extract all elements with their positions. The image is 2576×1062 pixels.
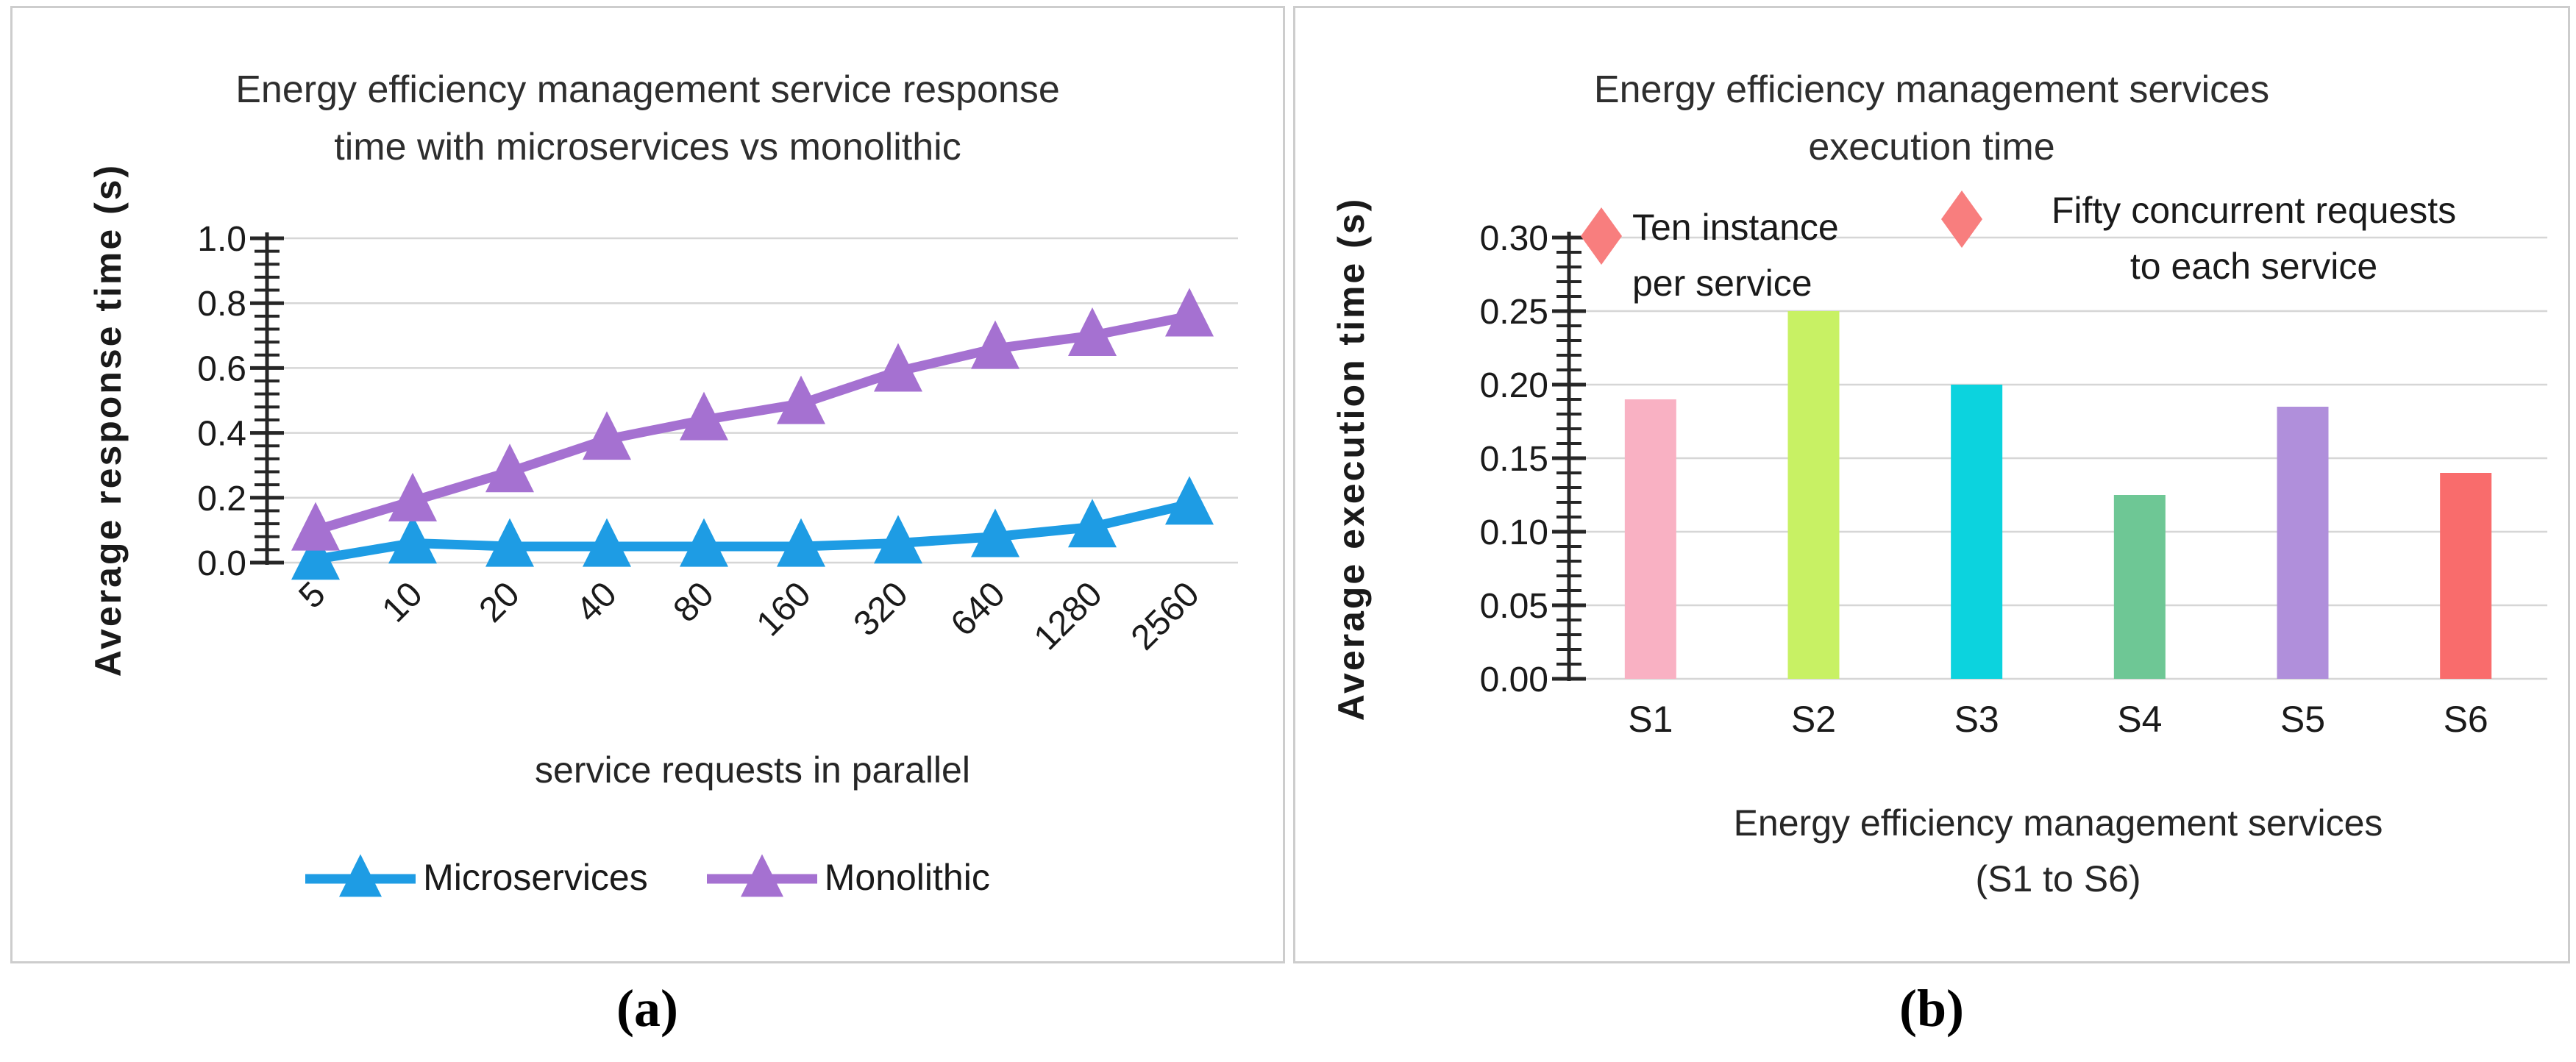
bar-s2: [1787, 311, 1840, 679]
diamond-shape: [1581, 207, 1622, 265]
legend-item-ten-instance: Ten instance per service: [1581, 199, 1839, 311]
x-tick-label: S6: [2444, 699, 2488, 740]
axis-frame: 0.00 0.05 0.10 0.15 0.20 0.25 0.30: [1480, 219, 2547, 699]
legend-triangle-icon: [740, 854, 783, 897]
y-tick-label: 0.4: [197, 415, 246, 454]
diamond-shape: [1941, 190, 1982, 248]
triangle-marker-icon: [680, 391, 728, 441]
triangle-marker-icon: [583, 518, 631, 567]
bar-s6: [2440, 473, 2492, 679]
chart-a-title: Energy efficiency management service res…: [13, 61, 1283, 176]
y-tick-label: 1.0: [197, 220, 246, 259]
chart-a-title-line1: Energy efficiency management service res…: [235, 68, 1060, 111]
triangle-marker-icon: [680, 518, 728, 567]
triangle-marker-icon: [971, 508, 1020, 557]
bar-s4: [2113, 495, 2166, 679]
triangle-marker-icon: [388, 515, 437, 564]
legend-label-fifty-concurrent: Fifty concurrent requests to each servic…: [2051, 190, 2457, 287]
x-tick-label: 10: [375, 574, 430, 630]
triangle-marker-icon: [1068, 307, 1117, 357]
triangle-marker-icon: [874, 515, 922, 564]
monolithic-line-marker-icon: [706, 854, 817, 897]
triangle-marker-icon: [971, 320, 1020, 369]
series-microservices: [291, 476, 1214, 580]
series-line: [310, 499, 1195, 565]
y-tick-label: 0.20: [1480, 366, 1548, 405]
chart-b-plot: 0.00 0.05 0.10 0.15 0.20 0.25 0.30 S1 S2 S3 S4 S5 S6: [1480, 219, 2547, 740]
microservices-line-marker-icon: [305, 854, 416, 897]
diamond-icon: [1941, 190, 1982, 248]
triangle-marker-icon: [485, 443, 534, 493]
bar-s5: [2277, 407, 2329, 679]
legend-label-monolithic: Monolithic: [824, 857, 990, 898]
x-tick-label: 80: [666, 574, 722, 630]
chart-a-legend: Microservices Monolithic: [13, 854, 1283, 901]
x-tick-label: 1280: [1027, 574, 1110, 657]
y-tick-label: 0.30: [1480, 219, 1548, 258]
triangle-marker-icon: [291, 502, 340, 551]
y-tick-label: 0.15: [1480, 440, 1548, 479]
x-tick-label: S3: [1954, 699, 1999, 740]
triangle-marker-icon: [485, 518, 534, 567]
series-line: [310, 311, 1195, 535]
caption-b: (b): [1899, 979, 1964, 1038]
triangle-marker-icon: [874, 343, 922, 392]
legend-item-fifty-concurrent: Fifty concurrent requests to each servic…: [1941, 182, 2515, 294]
x-tick-label: S1: [1628, 699, 1673, 740]
y-tick-label: 0.05: [1480, 587, 1548, 626]
chart-a-x-axis-label: service requests in parallel: [535, 749, 970, 791]
triangle-marker-icon: [583, 411, 631, 460]
legend-item-microservices: Microservices: [305, 854, 648, 901]
x-tick-label: S2: [1791, 699, 1836, 740]
legend-triangle-icon: [339, 854, 383, 897]
y-tick-label: 0.0: [197, 544, 246, 583]
chart-b-title-line1: Energy efficiency management services: [1593, 68, 2270, 111]
y-tick-label: 0.2: [197, 480, 246, 518]
triangle-marker-icon: [777, 375, 825, 424]
x-tick-label: S5: [2280, 699, 2325, 740]
chart-b-title-line2: execution time: [1808, 126, 2055, 168]
y-tick-label: 0.00: [1480, 660, 1548, 699]
triangle-marker-icon: [1165, 476, 1214, 525]
series-monolithic: [291, 288, 1214, 551]
caption-a: (a): [616, 979, 678, 1038]
chart-b-title: Energy efficiency management services ex…: [1295, 61, 2568, 176]
chart-a-y-axis-label: Average response time (s): [88, 163, 129, 677]
y-tick-label: 0.6: [197, 349, 246, 388]
chart-b-y-axis-label: Average execution time (s): [1331, 196, 1372, 721]
x-tick-label: 2560: [1124, 574, 1207, 657]
legend-item-monolithic: Monolithic: [706, 854, 990, 901]
y-tick-label: 0.8: [197, 285, 246, 324]
bars: [1624, 311, 2492, 679]
axis-frame: 0.0 0.2 0.4 0.6 0.8 1.0: [197, 220, 1238, 583]
y-tick-label: 0.25: [1480, 293, 1548, 332]
chart-b-x-axis-label: Energy efficiency management services (S…: [1733, 802, 2383, 899]
x-tick-label: 40: [569, 574, 625, 630]
x-tick-labels: 5 10 20 40 80 160 320 640 1280 2560: [291, 574, 1206, 657]
legend-label-microservices: Microservices: [423, 857, 648, 898]
triangle-marker-icon: [388, 472, 437, 521]
panel-b-execution-time-chart: 0.00 0.05 0.10 0.15 0.20 0.25 0.30 S1 S2 S3 S4 S5 S6…: [1293, 6, 2570, 963]
chart-a-plot: 0.0 0.2 0.4 0.6 0.8 1.0 5 10 20 40 80 160 320 640 1280…: [197, 220, 1238, 657]
triangle-marker-icon: [777, 518, 825, 567]
x-tick-label: 640: [944, 574, 1013, 644]
y-tick-label: 0.10: [1480, 513, 1548, 552]
triangle-marker-icon: [291, 531, 340, 580]
x-tick-label: 5: [291, 574, 332, 616]
panel-a-response-time-chart: 0.0 0.2 0.4 0.6 0.8 1.0 5 10 20 40 80 160 320 640 1280…: [10, 6, 1285, 963]
bar-s1: [1624, 399, 1676, 679]
diamond-icon: [1581, 207, 1622, 265]
triangle-marker-icon: [1165, 288, 1214, 337]
x-tick-label: 320: [847, 574, 916, 644]
x-tick-label: 20: [472, 574, 527, 630]
x-tick-label: 160: [750, 574, 819, 644]
x-tick-label: S4: [2117, 699, 2162, 740]
triangle-marker-icon: [1068, 499, 1117, 548]
legend-label-ten-instance: Ten instance per service: [1632, 207, 1839, 304]
bar-s3: [1951, 385, 2003, 679]
x-tick-labels: S1 S2 S3 S4 S5 S6: [1628, 699, 2488, 740]
chart-a-title-line2: time with microservices vs monolithic: [334, 126, 961, 168]
